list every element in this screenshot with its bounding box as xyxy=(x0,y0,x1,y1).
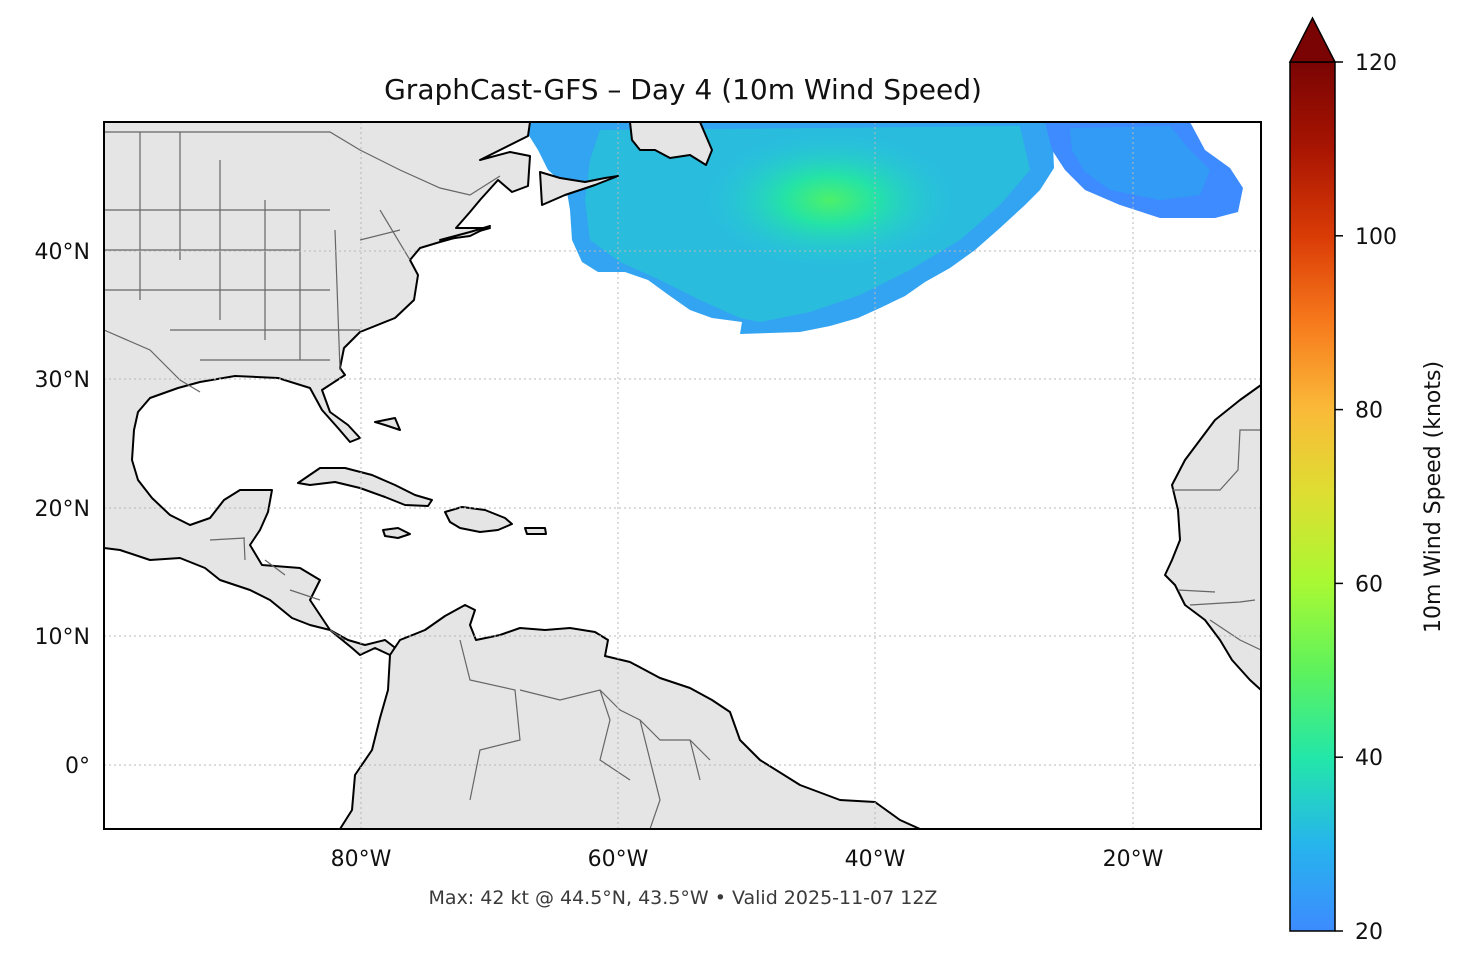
lon-tick-label: 60°W xyxy=(588,847,649,872)
colorbar-tick-label: 80 xyxy=(1355,399,1383,424)
map-title: GraphCast-GFS – Day 4 (10m Wind Speed) xyxy=(384,73,982,106)
lat-tick-label: 10°N xyxy=(35,625,90,650)
west-africa-land xyxy=(1164,384,1261,691)
colorbar-tick-label: 100 xyxy=(1355,225,1397,250)
colorbar-tick-label: 40 xyxy=(1355,746,1383,771)
land-masses xyxy=(104,122,1261,829)
map-panel xyxy=(103,121,1262,830)
us-state-borders xyxy=(104,132,411,371)
lat-tick-label: 40°N xyxy=(35,240,90,265)
colorbar-label: 10m Wind Speed (knots) xyxy=(1421,361,1446,633)
mexico-us-border xyxy=(104,329,201,393)
colorbar-extend-arrow xyxy=(1288,16,1337,63)
colorbar: 20 40 60 80 100 120 10m Wind Speed (knots) xyxy=(1288,16,1446,945)
map-frame xyxy=(103,121,1262,830)
lat-tick-label: 0° xyxy=(65,754,90,779)
lon-tick-label: 80°W xyxy=(331,847,392,872)
wind-speed-field xyxy=(327,122,1243,334)
political-borders xyxy=(104,131,1261,829)
colorbar-tick-label: 60 xyxy=(1355,572,1383,597)
puerto-rico-island xyxy=(524,527,547,535)
long-island xyxy=(439,225,491,241)
colorbar-tick-label: 20 xyxy=(1355,920,1383,945)
south-america-land xyxy=(339,604,921,829)
colorbar-tick-label: 120 xyxy=(1355,51,1397,76)
longitude-tick-labels: 80°W 60°W 40°W 20°W xyxy=(331,847,1164,872)
colorbar-ticks: 20 40 60 80 100 120 xyxy=(1335,51,1397,945)
colorbar-gradient xyxy=(1289,61,1336,932)
africa-borders xyxy=(1172,429,1261,651)
wind-max-core xyxy=(700,130,960,270)
lon-tick-label: 40°W xyxy=(845,847,906,872)
south-america-borders xyxy=(459,639,711,829)
lat-tick-label: 20°N xyxy=(35,497,90,522)
bahamas-island xyxy=(374,417,401,431)
lon-tick-label: 20°W xyxy=(1103,847,1164,872)
max-wind-footer: Max: 42 kt @ 44.5°N, 43.5°W • Valid 2025… xyxy=(429,887,938,909)
hispaniola-island xyxy=(444,506,513,533)
cuba-island xyxy=(297,467,433,507)
newfoundland-island xyxy=(629,122,713,166)
jamaica-island xyxy=(382,527,411,539)
central-america-borders xyxy=(209,537,346,641)
nova-scotia-land xyxy=(539,171,619,206)
lat-tick-label: 30°N xyxy=(35,368,90,393)
wind-region-east-inner xyxy=(1070,126,1210,200)
canada-us-border xyxy=(104,131,501,196)
latitude-tick-labels: 40°N 30°N 20°N 10°N 0° xyxy=(35,240,90,779)
